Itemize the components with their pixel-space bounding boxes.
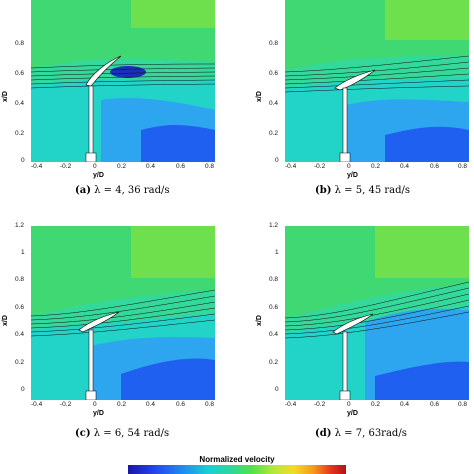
xtick-c-3: 0.2: [117, 401, 127, 408]
ytick-b-2: 0.4: [269, 100, 279, 107]
caption-b-text: λ = 5, 45 rad/s: [334, 185, 410, 196]
ytick-a-3: 0.2: [15, 130, 25, 137]
contour-plot-d: [285, 226, 469, 400]
ytick-c-4: 0.4: [15, 331, 25, 338]
xtick-b-2: 0: [347, 163, 351, 170]
x-axis-label-a: y/D: [93, 172, 104, 179]
x-axis-label-b: y/D: [347, 172, 358, 179]
xtick-a-6: 0.8: [205, 163, 215, 170]
xtick-d-4: 0.4: [400, 401, 410, 408]
xtick-d-6: 0.8: [458, 401, 468, 408]
y-axis-label-c: x/D: [2, 315, 9, 326]
contour-svg-d: [285, 226, 469, 400]
xtick-c-6: 0.8: [205, 401, 215, 408]
xtick-d-1: -0.2: [314, 401, 326, 408]
caption-a-letter: (a): [75, 185, 91, 196]
caption-d-letter: (d): [315, 428, 332, 439]
caption-a: (a) λ = 4, 36 rad/s: [75, 185, 169, 196]
ytick-d-0: 1.2: [269, 222, 279, 229]
ytick-d-3: 0.6: [269, 304, 279, 311]
contour-svg-c: [31, 226, 215, 400]
caption-b-letter: (b): [315, 185, 332, 196]
caption-c-text: λ = 6, 54 rad/s: [93, 428, 170, 439]
ytick-b-3: 0.2: [269, 130, 279, 137]
panel-b: x/D 0.8 0.6 0.4 0.2 0 -0.4 -0.2 0 0.2 0.…: [237, 0, 474, 210]
caption-b: (b) λ = 5, 45 rad/s: [315, 185, 410, 196]
xtick-c-2: 0: [93, 401, 97, 408]
xtick-d-2: 0: [347, 401, 351, 408]
xtick-a-2: 0: [93, 163, 97, 170]
panel-a: x/D 0.8 0.6 0.4 0.2 0 -0.4 -0.2 0 0.2 0.…: [0, 0, 237, 210]
ytick-b-0: 0.8: [269, 40, 279, 47]
xtick-a-0: -0.4: [31, 163, 43, 170]
xtick-d-0: -0.4: [285, 401, 297, 408]
caption-c: (c) λ = 6, 54 rad/s: [75, 428, 169, 439]
y-axis-label-a: x/D: [2, 91, 9, 102]
ytick-c-0: 1.2: [15, 222, 25, 229]
ytick-a-4: 0: [21, 157, 25, 164]
caption-d: (d) λ = 7, 63rad/s: [315, 428, 407, 439]
ytick-b-1: 0.6: [269, 70, 279, 77]
xtick-d-3: 0.2: [371, 401, 381, 408]
ytick-a-0: 0.8: [15, 40, 25, 47]
xtick-d-5: 0.6: [430, 401, 440, 408]
ytick-c-2: 0.8: [15, 276, 25, 283]
ytick-c-3: 0.6: [15, 304, 25, 311]
xtick-c-5: 0.6: [176, 401, 186, 408]
panel-d: x/D 1.2 1 0.8 0.6 0.4 0.2 0 -0.4 -0.2 0 …: [237, 218, 474, 448]
contour-svg-a: [31, 0, 215, 162]
xtick-b-0: -0.4: [285, 163, 297, 170]
ytick-a-1: 0.6: [15, 70, 25, 77]
y-axis-label-b: x/D: [256, 91, 263, 102]
xtick-c-0: -0.4: [31, 401, 43, 408]
contour-plot-a: [31, 0, 215, 162]
contour-svg-b: [285, 0, 469, 162]
x-axis-label-c: y/D: [93, 410, 104, 417]
ytick-d-4: 0.4: [269, 331, 279, 338]
caption-a-text: λ = 4, 36 rad/s: [94, 185, 170, 196]
xtick-b-4: 0.4: [400, 163, 410, 170]
xtick-b-1: -0.2: [314, 163, 326, 170]
xtick-b-3: 0.2: [371, 163, 381, 170]
xtick-b-6: 0.8: [458, 163, 468, 170]
x-axis-label-d: y/D: [347, 410, 358, 417]
xtick-b-5: 0.6: [430, 163, 440, 170]
xtick-a-3: 0.2: [117, 163, 127, 170]
ytick-c-5: 0.2: [15, 359, 25, 366]
contour-plot-b: [285, 0, 469, 162]
ytick-a-2: 0.4: [15, 100, 25, 107]
xtick-c-1: -0.2: [60, 401, 72, 408]
xtick-c-4: 0.4: [146, 401, 156, 408]
xtick-a-1: -0.2: [60, 163, 72, 170]
caption-d-text: λ = 7, 63rad/s: [334, 428, 407, 439]
colorbar-title: Normalized velocity: [199, 455, 275, 464]
contour-plot-c: [31, 226, 215, 400]
caption-c-letter: (c): [75, 428, 91, 439]
ytick-c-6: 0: [21, 386, 25, 393]
xtick-a-4: 0.4: [146, 163, 156, 170]
ytick-d-1: 1: [275, 249, 279, 256]
ytick-b-4: 0: [275, 157, 279, 164]
ytick-d-5: 0.2: [269, 359, 279, 366]
ytick-c-1: 1: [21, 249, 25, 256]
ytick-d-6: 0: [275, 386, 279, 393]
colorbar-gradient: [128, 465, 346, 474]
xtick-a-5: 0.6: [176, 163, 186, 170]
panel-c: x/D 1.2 1 0.8 0.6 0.4 0.2 0 -0.4 -0.2 0 …: [0, 218, 237, 448]
ytick-d-2: 0.8: [269, 276, 279, 283]
y-axis-label-d: x/D: [256, 315, 263, 326]
